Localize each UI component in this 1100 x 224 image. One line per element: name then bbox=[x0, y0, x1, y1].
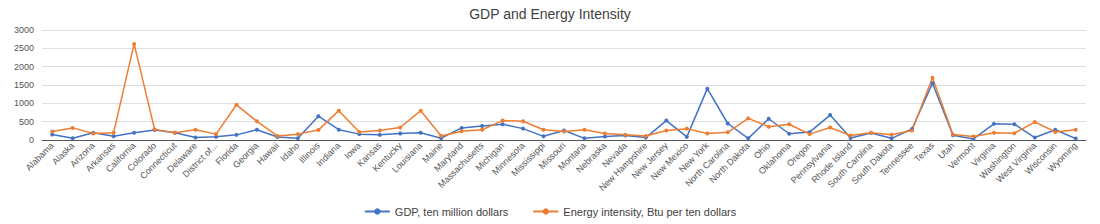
svg-text:Missouri: Missouri bbox=[536, 140, 568, 172]
svg-text:Texas: Texas bbox=[912, 140, 936, 164]
svg-text:Arizona: Arizona bbox=[68, 140, 97, 170]
svg-text:Iowa: Iowa bbox=[342, 140, 363, 161]
svg-text:2500: 2500 bbox=[14, 43, 34, 53]
svg-text:Louisiana: Louisiana bbox=[390, 140, 425, 175]
svg-text:Florida: Florida bbox=[213, 140, 240, 167]
svg-text:Montana: Montana bbox=[556, 140, 588, 173]
svg-text:1500: 1500 bbox=[14, 80, 34, 90]
svg-text:Maryland: Maryland bbox=[432, 140, 466, 174]
svg-text:Mississippi: Mississippi bbox=[509, 140, 548, 179]
svg-text:Vermont: Vermont bbox=[946, 140, 977, 171]
svg-text:New Mexico: New Mexico bbox=[648, 140, 691, 183]
svg-text:Connecticut: Connecticut bbox=[138, 140, 179, 182]
svg-text:New Jersey: New Jersey bbox=[629, 140, 670, 181]
svg-text:Georgia: Georgia bbox=[231, 140, 261, 170]
svg-text:Washington: Washington bbox=[977, 140, 1018, 181]
svg-text:1000: 1000 bbox=[14, 98, 34, 108]
svg-text:Utah: Utah bbox=[936, 140, 957, 161]
svg-text:Nebraska: Nebraska bbox=[574, 140, 609, 175]
svg-text:Maine: Maine bbox=[420, 140, 445, 165]
svg-text:GDP and Energy Intensity: GDP and Energy Intensity bbox=[469, 6, 631, 22]
svg-text:Oregon: Oregon bbox=[784, 140, 814, 169]
svg-text:Virginia: Virginia bbox=[969, 140, 998, 169]
svg-text:Alaska: Alaska bbox=[50, 140, 77, 167]
svg-text:Illinois: Illinois bbox=[297, 140, 322, 166]
svg-text:Pennsylvania: Pennsylvania bbox=[788, 140, 834, 186]
svg-text:Arkansas: Arkansas bbox=[83, 140, 118, 174]
svg-text:Idaho: Idaho bbox=[278, 140, 302, 164]
svg-text:Michigan: Michigan bbox=[473, 140, 507, 173]
svg-text:Wisconsin: Wisconsin bbox=[1022, 140, 1059, 177]
svg-text:Kentucky: Kentucky bbox=[370, 140, 404, 174]
svg-text:2000: 2000 bbox=[14, 62, 34, 72]
svg-text:Energy intensity, Btu per ten: Energy intensity, Btu per ten dollars bbox=[563, 206, 736, 218]
svg-text:Wyoming: Wyoming bbox=[1046, 140, 1079, 173]
svg-text:South Carolina: South Carolina bbox=[825, 140, 875, 190]
svg-text:Minnesota: Minnesota bbox=[490, 140, 527, 177]
svg-text:South Dakota: South Dakota bbox=[849, 140, 896, 186]
svg-text:500: 500 bbox=[19, 117, 34, 127]
svg-text:Kansas: Kansas bbox=[355, 140, 384, 169]
svg-text:West Virginia: West Virginia bbox=[994, 140, 1039, 185]
svg-text:Ohio: Ohio bbox=[751, 140, 773, 161]
svg-text:California: California bbox=[103, 140, 138, 175]
svg-text:Nevada: Nevada bbox=[600, 140, 629, 170]
svg-text:GDP, ten million dollars: GDP, ten million dollars bbox=[395, 206, 509, 218]
svg-text:Oklahoma: Oklahoma bbox=[756, 140, 793, 177]
svg-text:Rhode Island: Rhode Island bbox=[809, 140, 855, 185]
svg-text:North Carolina: North Carolina bbox=[683, 140, 732, 189]
svg-text:District of...: District of... bbox=[180, 140, 220, 180]
svg-text:Delaware: Delaware bbox=[165, 140, 200, 175]
svg-text:New Hampshire: New Hampshire bbox=[597, 140, 650, 193]
svg-text:Hawaii: Hawaii bbox=[255, 140, 281, 166]
svg-text:Indiana: Indiana bbox=[314, 140, 342, 168]
svg-text:Colorado: Colorado bbox=[125, 140, 159, 174]
svg-text:0: 0 bbox=[29, 135, 34, 145]
svg-text:New York: New York bbox=[676, 140, 711, 175]
svg-text:Alabama: Alabama bbox=[24, 140, 56, 172]
svg-text:Massachusetts: Massachusetts bbox=[436, 140, 486, 190]
svg-text:North Dakota: North Dakota bbox=[707, 140, 752, 185]
svg-text:Tennessee: Tennessee bbox=[878, 140, 916, 178]
svg-text:3000: 3000 bbox=[14, 25, 34, 35]
